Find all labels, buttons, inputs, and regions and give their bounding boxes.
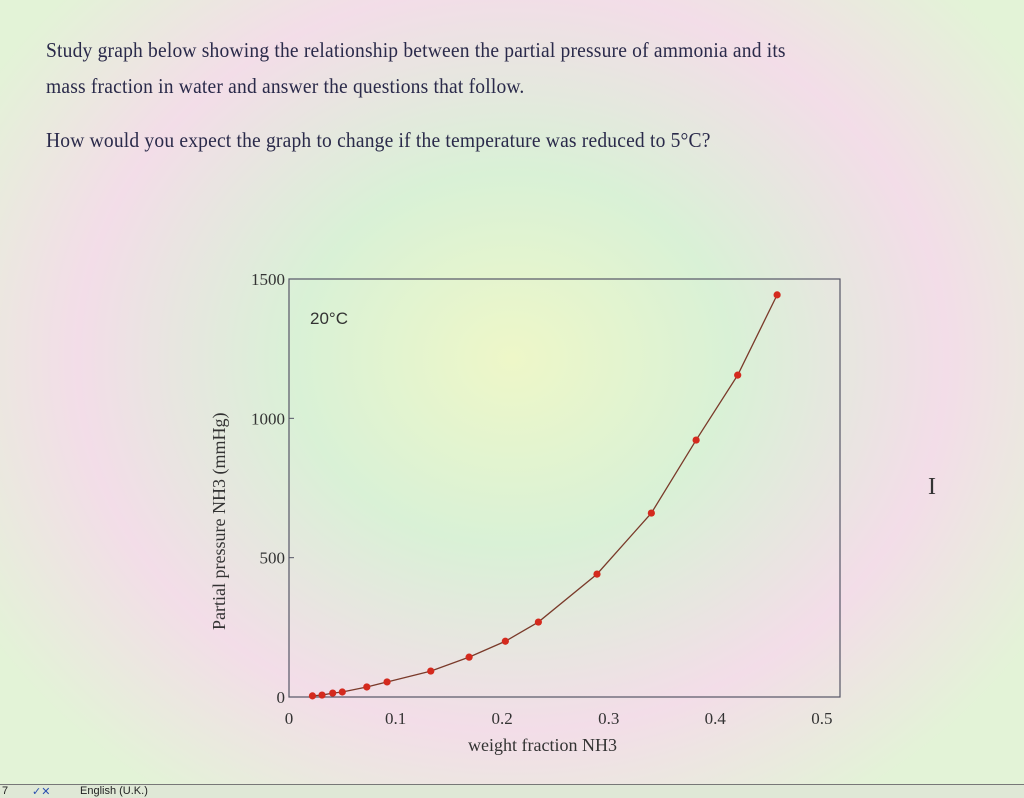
data-point <box>534 618 542 626</box>
x-tick-label: 0.5 <box>811 709 832 728</box>
status-bar: 7 ✓✕ English (U.K.) <box>0 784 1024 798</box>
data-point <box>363 683 371 691</box>
data-point <box>692 436 700 444</box>
data-point <box>427 667 435 675</box>
question-line-2: mass fraction in water and answer the qu… <box>46 74 525 98</box>
x-axis-label: weight fraction NH3 <box>468 735 617 755</box>
data-point <box>773 291 781 299</box>
x-tick-label: 0.3 <box>598 709 619 728</box>
y-tick-label: 500 <box>260 549 286 568</box>
data-point <box>465 653 473 661</box>
data-point <box>338 688 346 696</box>
question-line-3: How would you expect the graph to change… <box>46 128 711 152</box>
series-line <box>312 294 778 697</box>
page-indicator: 7 <box>2 785 9 797</box>
y-tick-label: 0 <box>277 688 286 707</box>
x-tick-label: 0.2 <box>492 709 513 728</box>
data-point <box>734 371 742 379</box>
data-point <box>593 570 601 578</box>
y-axis-label: Partial pressure NH3 (mmHg) <box>209 413 230 630</box>
text-cursor-icon: I <box>928 474 936 500</box>
x-tick-label: 0.4 <box>705 709 727 728</box>
data-point <box>318 691 326 699</box>
data-point <box>647 509 655 517</box>
y-tick-label: 1500 <box>251 270 285 289</box>
data-point <box>308 692 317 700</box>
x-tick-label: 0.1 <box>385 709 406 728</box>
question-line-1: Study graph below showing the relationsh… <box>46 38 786 62</box>
data-point <box>329 689 337 697</box>
data-point <box>501 637 509 645</box>
data-point <box>383 678 391 686</box>
y-tick-label: 1000 <box>251 409 285 428</box>
language-indicator[interactable]: English (U.K.) <box>80 785 148 797</box>
x-tick-label: 0 <box>285 709 294 728</box>
plot-frame <box>288 278 841 698</box>
temperature-annotation: 20°C <box>310 309 348 328</box>
spellcheck-icon[interactable]: ✓✕ <box>32 786 51 798</box>
